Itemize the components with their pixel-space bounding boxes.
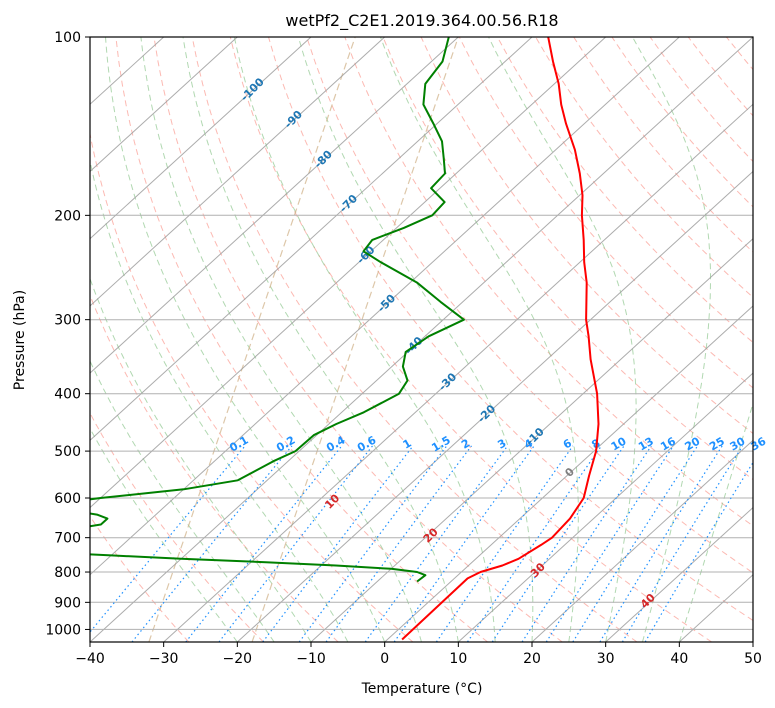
moist-adiabat-line (140, 37, 422, 642)
y-tick-label: 600 (54, 491, 81, 507)
dry-adiabat-line (191, 37, 638, 642)
dry-adiabat-line (90, 293, 339, 642)
isotherm-line (384, 305, 753, 642)
mixing-ratio-line (599, 445, 723, 642)
mixing-ratio-line (90, 445, 246, 633)
background-lines (90, 37, 753, 642)
y-axis-title: Pressure (hPa) (12, 290, 28, 390)
isotherm-line (310, 237, 753, 642)
moist-adiabat-line (632, 37, 711, 642)
isotherm-line (90, 37, 238, 173)
x-tick-label: −40 (75, 651, 105, 667)
isotherm-line (90, 37, 607, 509)
moist-adiabat-line (182, 37, 459, 642)
y-tick-label: 800 (54, 565, 81, 581)
moist-adiabat-line (380, 37, 579, 642)
moist-adiabat-line (233, 37, 496, 642)
dewpoint-series-line (90, 37, 465, 583)
moist-adiabat-line (297, 37, 534, 642)
y-tick-label: 400 (54, 387, 81, 403)
mixing-ratio-line (545, 445, 674, 642)
y-tick-label: 1000 (45, 622, 81, 638)
y-tick-label: 700 (54, 531, 81, 547)
mixing-ratio-line (644, 461, 753, 642)
temperature-series-line (401, 37, 600, 641)
dry-adiabat-line (496, 37, 753, 344)
isotherm-line (90, 37, 386, 307)
isotherm-line (90, 37, 680, 576)
y-tick-label: 100 (54, 30, 81, 46)
isotherm-line (90, 37, 312, 240)
isotherm-line (90, 37, 533, 442)
lcl-curve (148, 37, 356, 642)
x-axis-title: Temperature (°C) (361, 681, 483, 697)
axes: −40 −30 −20 −10 0 10 20 30 40 50 100 200 300 400 500 60… (45, 30, 762, 667)
lcl-curve (251, 37, 459, 642)
isotherm-line (236, 170, 753, 642)
x-tick-label: 50 (744, 651, 762, 667)
x-tick-label: 10 (449, 651, 467, 667)
y-tick-label: 200 (54, 208, 81, 224)
dry-adiabat-line (90, 131, 414, 642)
dry-adiabat-line (153, 37, 563, 642)
isotherm-line (531, 439, 753, 642)
mixing-ratio-line (521, 445, 652, 642)
profile-series (90, 37, 600, 641)
y-tick-label: 500 (54, 444, 81, 460)
plot-frame (89, 36, 754, 643)
moist-adiabat-line (488, 37, 637, 642)
dry-adiabat-line (382, 37, 753, 481)
x-tick-label: −10 (296, 651, 326, 667)
moist-adiabat-line (90, 158, 349, 642)
dry-adiabat-line (115, 37, 488, 642)
dry-adiabat-line (90, 515, 190, 642)
mixing-ratio-line (572, 445, 699, 642)
isotherm-line (90, 37, 459, 374)
moist-adiabat-line (678, 401, 753, 642)
y-tick-label: 900 (54, 595, 81, 611)
isotherm-line (605, 506, 753, 642)
mixing-ratio-line (491, 445, 625, 642)
mixing-ratio-line (298, 445, 448, 642)
dry-adiabat-line (535, 37, 753, 298)
moist-adiabat-line (105, 37, 386, 642)
dry-adiabat-line (306, 37, 753, 574)
x-tick-label: −30 (149, 651, 179, 667)
moist-adiabat-line (90, 359, 275, 642)
dry-adiabat-line (268, 37, 753, 622)
x-tick-label: 40 (670, 651, 688, 667)
chart-title: wetPf2_C2E1.2019.364.00.56.R18 (285, 11, 558, 31)
mixing-ratio-line (131, 445, 293, 642)
x-tick-label: −20 (223, 651, 253, 667)
x-tick-label: 20 (523, 651, 541, 667)
mixing-ratio-line (262, 445, 414, 642)
mixing-ratio-line (393, 445, 535, 642)
isotherm-line (90, 37, 753, 642)
moist-adiabat-line (90, 427, 238, 642)
x-tick-label: 30 (597, 651, 615, 667)
isotherm-line (163, 103, 753, 642)
isotherm-line (457, 372, 753, 642)
y-tick-label: 300 (54, 313, 81, 329)
dry-adiabat-line (90, 412, 264, 642)
x-tick-label: 0 (380, 651, 389, 667)
mixing-ratio-line (621, 445, 744, 642)
